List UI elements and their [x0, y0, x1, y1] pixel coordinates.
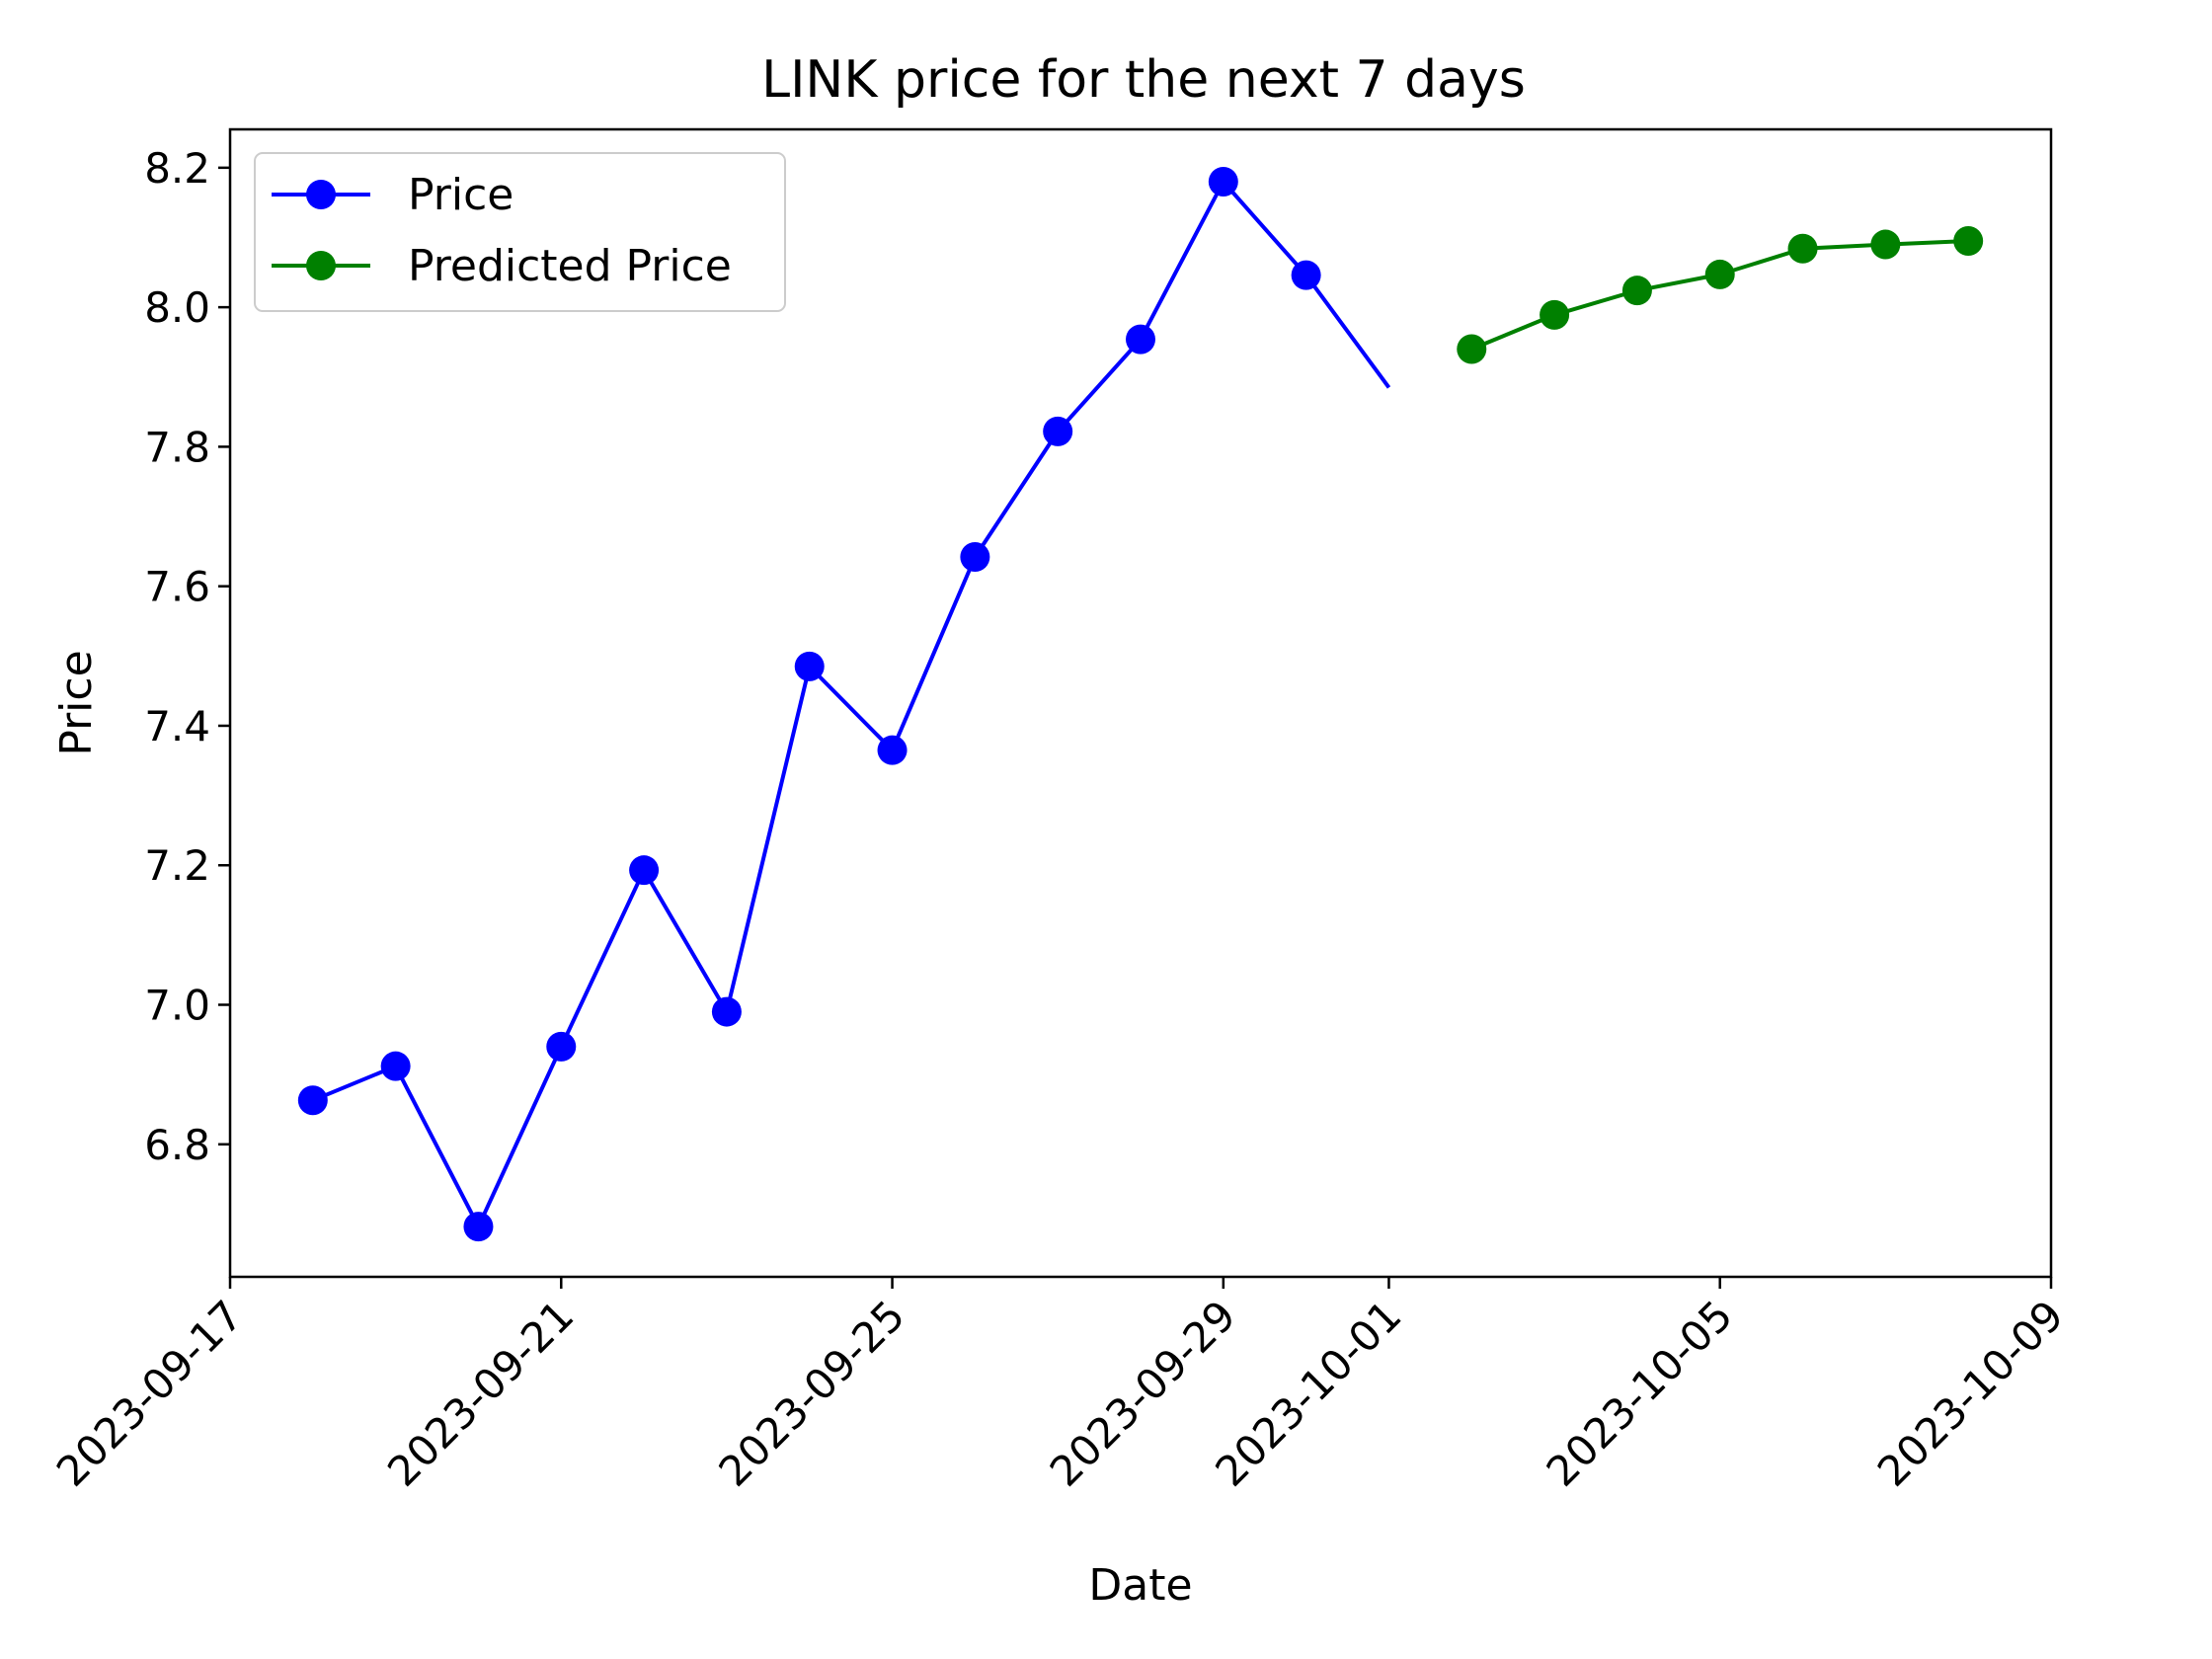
y-tick-label: 6.8: [144, 1121, 210, 1169]
series-0-line: [312, 180, 1391, 1229]
series-1-point: [1870, 229, 1901, 260]
y-axis: 6.8 7.0 7.2 7.4 7.6 7.8 8.0 8.2: [144, 144, 230, 1169]
series-0-point: [297, 1085, 328, 1116]
series-1-point: [1621, 276, 1652, 306]
y-tick-label: 7.4: [144, 702, 210, 750]
series-1-point: [1953, 226, 1984, 257]
series-1-point: [1787, 233, 1818, 264]
x-axis-label: Date: [1088, 1560, 1192, 1611]
chart-title: LINK price for the next 7 days: [761, 50, 1526, 110]
legend-price-marker: [306, 180, 336, 209]
series-layer: [297, 166, 1984, 1242]
y-axis-label: Price: [51, 650, 102, 755]
series-0-point: [546, 1031, 577, 1062]
series-0-point: [380, 1051, 411, 1081]
y-tick-label: 7.2: [144, 841, 210, 890]
series-0-point: [1291, 260, 1321, 290]
series-1-point: [1457, 334, 1487, 364]
series-0-point: [1208, 166, 1238, 197]
y-tick-label: 7.8: [144, 423, 210, 471]
series-1-point: [1540, 299, 1570, 330]
y-tick-label: 8.0: [144, 283, 210, 332]
series-0-point: [960, 542, 990, 573]
legend-predicted-label: Predicted Price: [408, 241, 732, 291]
legend-price-label: Price: [408, 170, 514, 220]
plot-area: [228, 127, 2053, 1279]
series-0-point: [794, 651, 825, 681]
y-tick-label: 7.0: [144, 982, 210, 1030]
legend-predicted-marker: [306, 251, 336, 280]
legend: Price Predicted Price: [254, 152, 786, 312]
series-0-point: [711, 996, 742, 1027]
series-0-point: [877, 735, 908, 765]
legend-frame: [254, 152, 786, 312]
series-0-point: [463, 1212, 494, 1242]
series-0-point: [1043, 416, 1073, 446]
series-1-point: [1704, 259, 1735, 289]
y-tick-label: 8.2: [144, 144, 210, 193]
series-0-point: [629, 855, 660, 886]
series-0-point: [1126, 324, 1155, 355]
y-tick-label: 7.6: [144, 563, 210, 611]
